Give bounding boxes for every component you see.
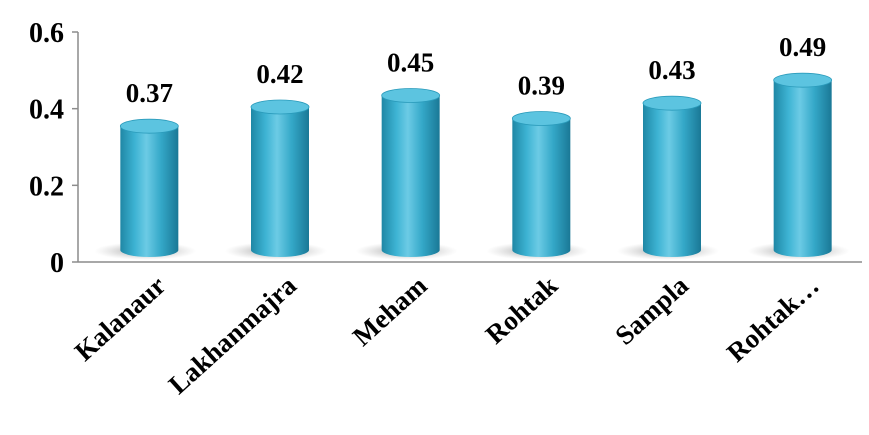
value-label: 0.49: [779, 32, 826, 62]
y-tick-label: 0.6: [29, 18, 64, 49]
y-tick-label: 0.2: [29, 171, 64, 202]
bar-top: [642, 95, 702, 111]
category-label: Rohtak…: [721, 270, 825, 368]
bar-top: [773, 72, 833, 88]
category-label: Kalanaur: [69, 270, 172, 367]
value-label: 0.37: [126, 78, 173, 108]
bar: [617, 95, 719, 260]
category-label: Sampla: [609, 270, 694, 351]
bar-body: [773, 80, 832, 258]
y-tick-label: 0.4: [29, 95, 64, 126]
bar: [747, 72, 850, 260]
bar-top: [381, 88, 441, 103]
bars: [94, 72, 850, 260]
value-label: 0.45: [387, 48, 434, 78]
bar-top: [511, 111, 571, 126]
category-label: Meham: [347, 270, 433, 352]
bar-body: [643, 103, 701, 258]
y-ticks: 0 0.2 0.4 0.6: [29, 18, 78, 279]
bar-top: [250, 99, 310, 115]
bar-body: [120, 126, 179, 257]
value-label: 0.42: [256, 59, 303, 89]
bar-body: [251, 107, 309, 257]
bar-body: [381, 95, 440, 257]
bar: [486, 111, 589, 260]
axis-layer: [77, 32, 862, 263]
category-label: Lakhanmajra: [163, 270, 303, 400]
value-label: 0.39: [518, 71, 565, 101]
value-labels: 0.37 0.42 0.45 0.39 0.43 0.49: [126, 32, 827, 108]
y-tick-label: 0: [50, 248, 64, 279]
category-label: Rohtak: [480, 270, 564, 350]
bar-body: [512, 118, 571, 257]
bar: [355, 88, 458, 260]
value-label: 0.43: [648, 55, 695, 85]
bar-top: [119, 118, 179, 134]
bar: [94, 118, 197, 260]
bar: [225, 99, 327, 260]
